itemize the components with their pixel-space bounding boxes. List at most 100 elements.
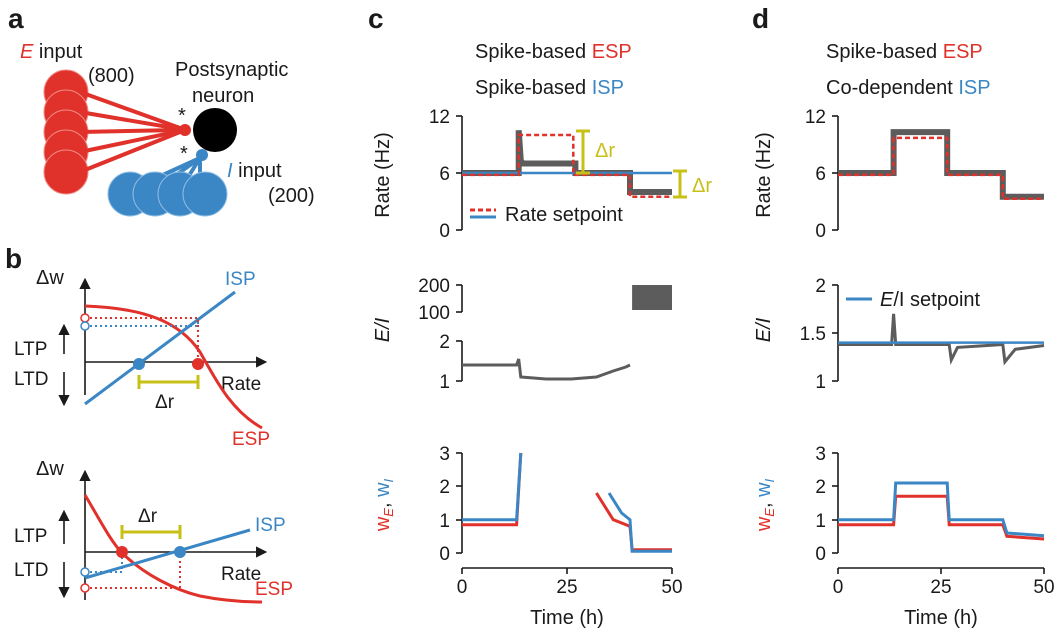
b-lower-diagram: Δw LTP LTD Rate Δr ISP ESP [14, 458, 293, 604]
c-w-ytick-2: 2 [439, 477, 450, 498]
d-w-xtick-0: 0 [833, 577, 844, 598]
d-ei-legend-label: E/I setpoint [880, 289, 981, 311]
c-delta-r-label-2: Δr [692, 175, 712, 197]
c-ei-axes: 200 100 2 1 E/I [372, 276, 463, 393]
b1-esp-fixed-point [192, 358, 204, 370]
d-w-ytick-1: 1 [815, 511, 826, 532]
b2-esp-fixed-point [116, 546, 128, 558]
d-title-line2: Co-dependent ISP [826, 77, 991, 99]
d-ei-ytick-1: 1 [815, 372, 826, 393]
d-rate-ytick-0: 0 [815, 221, 826, 242]
c-w-series-we [462, 452, 672, 552]
b2-ltp-label: LTP [14, 526, 47, 547]
b2-isp-label: ISP [255, 515, 286, 536]
d-ei-axes: 2 1.5 1 E/I [753, 276, 839, 393]
d-w-series-wi [838, 481, 1045, 538]
d-ei-ytick-2: 2 [815, 276, 826, 297]
panel-c-letter: c [368, 3, 384, 34]
c-w-axes: 3 2 1 0 0 25 50 Time (h) wE, wI [372, 444, 683, 629]
panel-c: c Spike-based ESP Spike-based ISP 12 6 0… [368, 3, 712, 629]
d-w-ytick-0: 0 [815, 544, 826, 565]
d-rate-series-setpoint [838, 136, 1044, 200]
c-delta-r-label-1: Δr [595, 140, 615, 162]
c-w-ytick-3: 3 [439, 444, 450, 465]
b2-esp-curve [83, 494, 263, 604]
b1-isp-line [84, 290, 236, 406]
d-w-ytick-2: 2 [815, 477, 826, 498]
b1-delta-r-label: Δr [155, 392, 175, 413]
d-ei-ylabel: E/I [753, 317, 775, 342]
d-ei-ytick-1-5: 1.5 [800, 324, 826, 345]
e-input-axons [79, 90, 181, 174]
b1-isp-label: ISP [225, 269, 256, 290]
c-w-series-wi [462, 452, 672, 553]
i-input-count: (200) [268, 185, 315, 207]
c-rate-legend-label: Rate setpoint [505, 204, 623, 226]
d-rate-ylabel: Rate (Hz) [753, 132, 775, 218]
c-delta-r-marker-1 [576, 129, 590, 175]
c-rate-ylabel: Rate (Hz) [372, 132, 394, 218]
c-ei-series [462, 358, 631, 381]
c-ei-ytick-200: 200 [418, 276, 450, 297]
b1-rate-label: Rate [221, 374, 261, 395]
c-rate-series-setpoint [462, 133, 672, 199]
panel-a-letter: a [8, 3, 24, 34]
c-title-line1: Spike-based ESP [475, 41, 632, 63]
b1-isp-fixed-point [133, 358, 145, 370]
d-ei-series [838, 313, 1045, 366]
b2-esp-marker [80, 583, 90, 593]
c-w-ylabel: wE, wI [372, 478, 396, 532]
d-rate-ytick-6: 6 [815, 164, 826, 185]
postsynaptic-label-line2: neuron [192, 85, 254, 107]
c-rate-ytick-6: 6 [439, 164, 450, 185]
b2-isp-fixed-point [174, 546, 186, 558]
c-rate-legend: Rate setpoint [470, 204, 623, 226]
c-w-xtick-50: 50 [661, 577, 682, 598]
b1-esp-marker [80, 313, 90, 323]
i-input-neurons [107, 171, 228, 217]
panel-b: b Δw LTP LTD Rate Δr ISP [5, 243, 293, 604]
i-synapse [196, 149, 208, 161]
b2-delta-r-bracket [120, 525, 182, 539]
b2-rate-label: Rate [221, 564, 261, 585]
c-rate-axes: 12 6 0 Rate (Hz) [372, 107, 463, 242]
b2-isp-line [84, 528, 251, 580]
panel-d: d Spike-based ESP Co-dependent ISP 12 6 … [752, 3, 1055, 629]
d-xlabel: Time (h) [904, 607, 978, 629]
b2-delta-r-label: Δr [138, 506, 158, 527]
b1-ltd-label: LTD [14, 369, 48, 390]
c-ei-ytick-1: 1 [439, 372, 450, 393]
d-rate-axes: 12 6 0 Rate (Hz) [753, 107, 839, 242]
b-upper-diagram: Δw LTP LTD Rate Δr ISP ESP [14, 267, 270, 450]
c-ei-ytick-100: 100 [418, 303, 450, 324]
c-ei-ytick-2: 2 [439, 332, 450, 353]
b1-ltp-label: LTP [14, 339, 47, 360]
d-w-xtick-50: 50 [1033, 577, 1054, 598]
c-delta-r-marker-2 [673, 169, 687, 199]
b2-esp-dotted [85, 553, 181, 589]
b1-isp-marker [80, 321, 90, 331]
panel-b-letter: b [5, 243, 22, 274]
c-rate-ytick-12: 12 [429, 107, 450, 128]
b1-esp-curve [84, 304, 263, 430]
c-rate-series-simulated [462, 130, 672, 195]
e-input-label: E input [20, 41, 83, 63]
b1-esp-dotted [85, 317, 199, 362]
d-title-line1: Spike-based ESP [826, 41, 983, 63]
c-rate-plot [462, 130, 672, 199]
b1-delta-r-bracket [137, 375, 200, 389]
b2-dw-label: Δw [36, 458, 64, 480]
c-ei-ylabel: E/I [372, 317, 394, 342]
e-synapse-asterisk: * [178, 105, 186, 127]
panel-a: a [8, 3, 315, 217]
e-input-count: (800) [88, 65, 135, 87]
d-w-ytick-3: 3 [815, 444, 826, 465]
d-ei-legend: E/I setpoint [846, 289, 981, 311]
d-w-ylabel: wE, wI [753, 478, 777, 532]
c-title-line2: Spike-based ISP [475, 77, 624, 99]
c-rate-ytick-0: 0 [439, 221, 450, 242]
b1-dw-label: Δw [36, 267, 64, 289]
d-w-xtick-25: 25 [930, 577, 951, 598]
c-ei-series-high [632, 285, 672, 310]
